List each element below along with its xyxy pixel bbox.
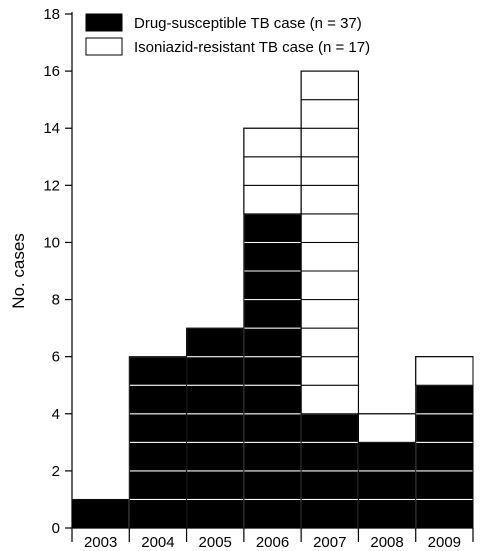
bar-unit-susceptible: [243, 413, 302, 443]
x-tick-label: 2006: [256, 534, 289, 551]
bar-unit-susceptible: [243, 470, 302, 500]
bar-unit-susceptible: [243, 299, 302, 329]
bar-unit-susceptible: [186, 413, 245, 443]
y-axis: 0 2 4 6 8 10 12 14 16 18: [43, 6, 73, 537]
legend-swatch-resistant: [85, 37, 123, 56]
legend-swatch-susceptible: [85, 13, 123, 32]
bars: [71, 70, 474, 529]
bar-unit-susceptible: [415, 384, 474, 415]
bar-unit-resistant: [357, 413, 417, 443]
bar-unit-susceptible: [415, 470, 474, 500]
bar-unit-susceptible: [186, 441, 245, 472]
x-tick-label: 2004: [141, 534, 174, 551]
bar-unit-resistant: [243, 156, 302, 186]
y-tick-label: 6: [52, 349, 60, 366]
bar-unit-susceptible: [128, 413, 188, 443]
bar-unit-susceptible: [243, 356, 302, 386]
bar-unit-susceptible: [243, 270, 302, 301]
x-tick-label: 2007: [313, 534, 346, 551]
bar-unit-susceptible: [128, 384, 188, 415]
bar-unit-resistant: [300, 384, 359, 415]
bar-unit-susceptible: [128, 498, 188, 529]
y-tick-label: 12: [43, 177, 60, 194]
bar-unit-susceptible: [243, 384, 302, 415]
y-tick-label: 2: [52, 463, 60, 480]
bar-unit-resistant: [300, 70, 359, 101]
bar-unit-susceptible: [357, 498, 417, 529]
bar-unit-susceptible: [300, 441, 359, 472]
bar-unit-resistant: [300, 356, 359, 386]
bar-unit-susceptible: [300, 470, 359, 500]
y-axis-title: No. cases: [9, 233, 28, 309]
y-tick-label: 16: [43, 63, 60, 80]
bar-unit-susceptible: [186, 327, 245, 358]
y-tick-label: 4: [52, 406, 60, 423]
x-axis: 2003 2004 2005 2006 2007 2008 2009: [71, 527, 474, 551]
bar-unit-resistant: [300, 270, 359, 301]
bar-outline: [300, 70, 359, 529]
bar-unit-susceptible: [128, 441, 188, 472]
bar-unit-susceptible: [71, 498, 130, 529]
bar-unit-susceptible: [186, 356, 245, 386]
y-tick-label: 0: [52, 520, 60, 537]
y-tick-label: 14: [43, 120, 60, 137]
bar-unit-resistant: [300, 99, 359, 129]
bar-unit-susceptible: [243, 441, 302, 472]
y-tick-label: 10: [43, 234, 60, 251]
x-tick-label: 2008: [370, 534, 403, 551]
bar-unit-resistant: [300, 241, 359, 272]
x-tick-label: 2003: [84, 534, 117, 551]
legend: Drug-susceptible TB case (n = 37) Isoniaz…: [85, 13, 370, 56]
bar-unit-susceptible: [300, 498, 359, 529]
bar-unit-susceptible: [300, 413, 359, 443]
y-tick-label: 8: [52, 292, 60, 309]
bar-unit-resistant: [300, 299, 359, 329]
bar-unit-resistant: [243, 127, 302, 158]
bar-unit-susceptible: [186, 470, 245, 500]
bar-unit-susceptible: [186, 384, 245, 415]
y-tick-label: 18: [43, 6, 60, 23]
x-tick-label: 2005: [199, 534, 232, 551]
bar-unit-susceptible: [243, 213, 302, 243]
bar-unit-resistant: [243, 184, 302, 215]
bar-outline: [415, 356, 474, 529]
bar-unit-susceptible: [357, 470, 417, 500]
bar-unit-susceptible: [357, 441, 417, 472]
bar-unit-resistant: [300, 327, 359, 358]
bar-unit-susceptible: [415, 413, 474, 443]
bar-unit-susceptible: [186, 498, 245, 529]
x-tick-label: 2009: [428, 534, 461, 551]
bar-unit-susceptible: [128, 356, 188, 386]
bar-unit-resistant: [300, 184, 359, 215]
bar-unit-susceptible: [243, 498, 302, 529]
bar-unit-susceptible: [243, 241, 302, 272]
bar-unit-susceptible: [415, 441, 474, 472]
legend-label: Isoniazid-resistant TB case (n = 17): [134, 39, 370, 56]
bar-unit-susceptible: [128, 470, 188, 500]
bar-unit-resistant: [415, 356, 474, 386]
bar-unit-susceptible: [415, 498, 474, 529]
bar-unit-resistant: [300, 127, 359, 158]
bar-unit-susceptible: [243, 327, 302, 358]
bar-unit-resistant: [300, 213, 359, 243]
bar-unit-resistant: [300, 156, 359, 186]
legend-label: Drug-susceptible TB case (n = 37): [134, 15, 362, 32]
